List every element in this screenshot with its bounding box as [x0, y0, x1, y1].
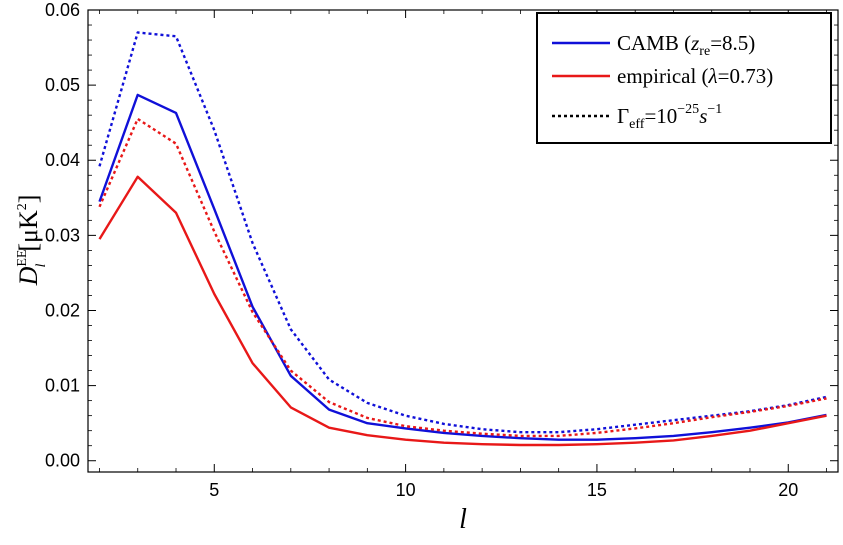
series-line-red-solid [98, 175, 827, 447]
y-tick-label: 0.02 [45, 300, 80, 320]
y-tick-label: 0.01 [45, 376, 80, 396]
y-label-sub: l [34, 264, 49, 268]
legend-label-empirical: empirical (λ=0.73) [617, 64, 773, 88]
x-tick-label: 20 [778, 480, 798, 500]
legend-label-camb: CAMB (zre=8.5) [617, 31, 755, 59]
y-tick-label: 0.03 [45, 225, 80, 245]
series-line-blue-dotted [98, 31, 827, 434]
legend: CAMB (zre=8.5) empirical (λ=0.73) Γeff=1… [536, 12, 832, 144]
y-tick-label: 0.06 [45, 0, 80, 20]
y-label-unit-close: ] [14, 195, 43, 204]
legend-label-gamma: Γeff=10−25s−1 [617, 102, 722, 132]
ticks: 5 10 15 20 0.00 0.01 0.02 0.03 0.04 0.05 0.06 [45, 0, 838, 500]
y-label-main: D [14, 266, 43, 286]
x-tick-label: 15 [587, 480, 607, 500]
y-label-sup: EE [15, 250, 30, 267]
y-tick-label: 0.04 [45, 150, 80, 170]
y-label-unit-sup: 2 [15, 203, 30, 210]
y-label-unit: [μK [14, 210, 43, 252]
series-line-blue-solid [98, 93, 827, 441]
y-tick-label: 0.00 [45, 451, 80, 471]
plot-frame [87, 9, 839, 473]
series-line-red-dotted [98, 117, 827, 438]
x-tick-label: 5 [209, 480, 219, 500]
y-tick-label: 0.05 [45, 75, 80, 95]
series-layer [98, 31, 827, 447]
legend-box [536, 12, 832, 144]
x-axis-label: l [459, 504, 467, 535]
x-tick-label: 10 [396, 480, 416, 500]
y-axis-label: DEE l [μK2] [14, 195, 49, 287]
